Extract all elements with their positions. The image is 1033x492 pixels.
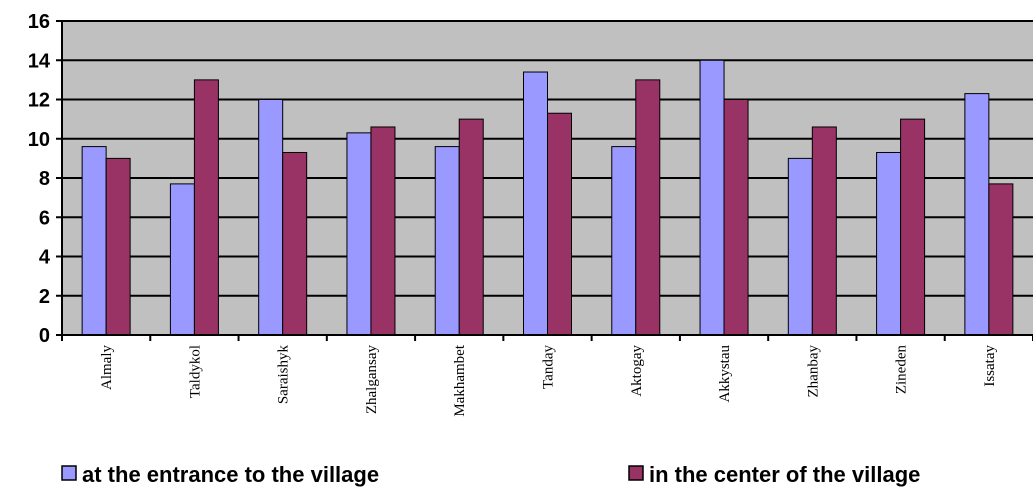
x-tick-label: Zineden: [894, 345, 910, 395]
y-tick-label: 2: [39, 286, 50, 308]
bar-saraishyk-series-2: [282, 151, 308, 336]
bar-aktogay-series-2: [635, 79, 661, 336]
y-tick-label: 6: [39, 207, 50, 229]
x-tick-label: Almaly: [99, 345, 115, 390]
bar-tanday-series-1: [523, 71, 548, 336]
x-tick-label: Aktogay: [629, 345, 645, 397]
bar-saraishyk-series-1: [258, 99, 284, 336]
x-tick-label: Makhambet: [452, 344, 468, 416]
bar-taldykol-series-2: [193, 79, 219, 336]
y-axis-ticks: 0 2 4 6 8 10 12 14 16: [28, 11, 62, 347]
legend: at the entrance to the village in the cen…: [61, 462, 920, 487]
legend-swatch: [628, 465, 644, 481]
bar-almaly-series-1: [81, 146, 107, 336]
y-tick-label: 4: [39, 247, 51, 269]
bar-almaly-series-2: [105, 157, 131, 336]
y-tick-label: 10: [28, 129, 50, 151]
bar-zhalgansay-series-2: [370, 126, 396, 336]
legend-label: at the entrance to the village: [82, 462, 379, 487]
bar-zhanbay-series-2: [811, 126, 837, 336]
bar-issatay-series-1: [964, 93, 990, 336]
x-tick-label: Akkystau: [717, 345, 733, 403]
y-tick-label: 14: [28, 50, 51, 72]
bar-issatay-series-2: [988, 183, 1014, 336]
x-tick-label: Tanday: [541, 345, 557, 389]
bar-taldykol-series-1: [169, 183, 195, 336]
bar-zineden-series-2: [900, 118, 926, 336]
y-tick-label: 16: [28, 11, 50, 33]
bar-aktogay-series-1: [611, 146, 637, 336]
bar-akkystau-series-1: [699, 59, 725, 336]
y-tick-label: 12: [28, 90, 50, 112]
y-tick-label: 0: [39, 325, 50, 347]
x-axis-ticks: Almaly Taldykol Saraishyk Zhalgansay Makhamb…: [61, 335, 1033, 417]
bars: [81, 59, 1014, 336]
bar-makhambet-series-1: [434, 146, 460, 336]
x-tick-label: Issatay: [982, 345, 998, 387]
bar-akkystau-series-2: [723, 99, 749, 336]
bar-zhanbay-series-1: [787, 157, 813, 336]
bar-zineden-series-1: [876, 151, 902, 336]
x-tick-label: Zhalgansay: [364, 345, 380, 415]
legend-swatch: [61, 465, 77, 481]
bar-zhalgansay-series-1: [346, 132, 372, 336]
x-tick-label: Saraishyk: [276, 345, 292, 405]
x-tick-label: Taldykol: [187, 345, 203, 398]
bar-makhambet-series-2: [458, 118, 484, 336]
y-tick-label: 8: [39, 168, 50, 190]
bar-tanday-series-2: [547, 112, 572, 336]
legend-label: in the center of the village: [649, 462, 920, 487]
x-tick-label: Zhanbay: [805, 345, 821, 398]
